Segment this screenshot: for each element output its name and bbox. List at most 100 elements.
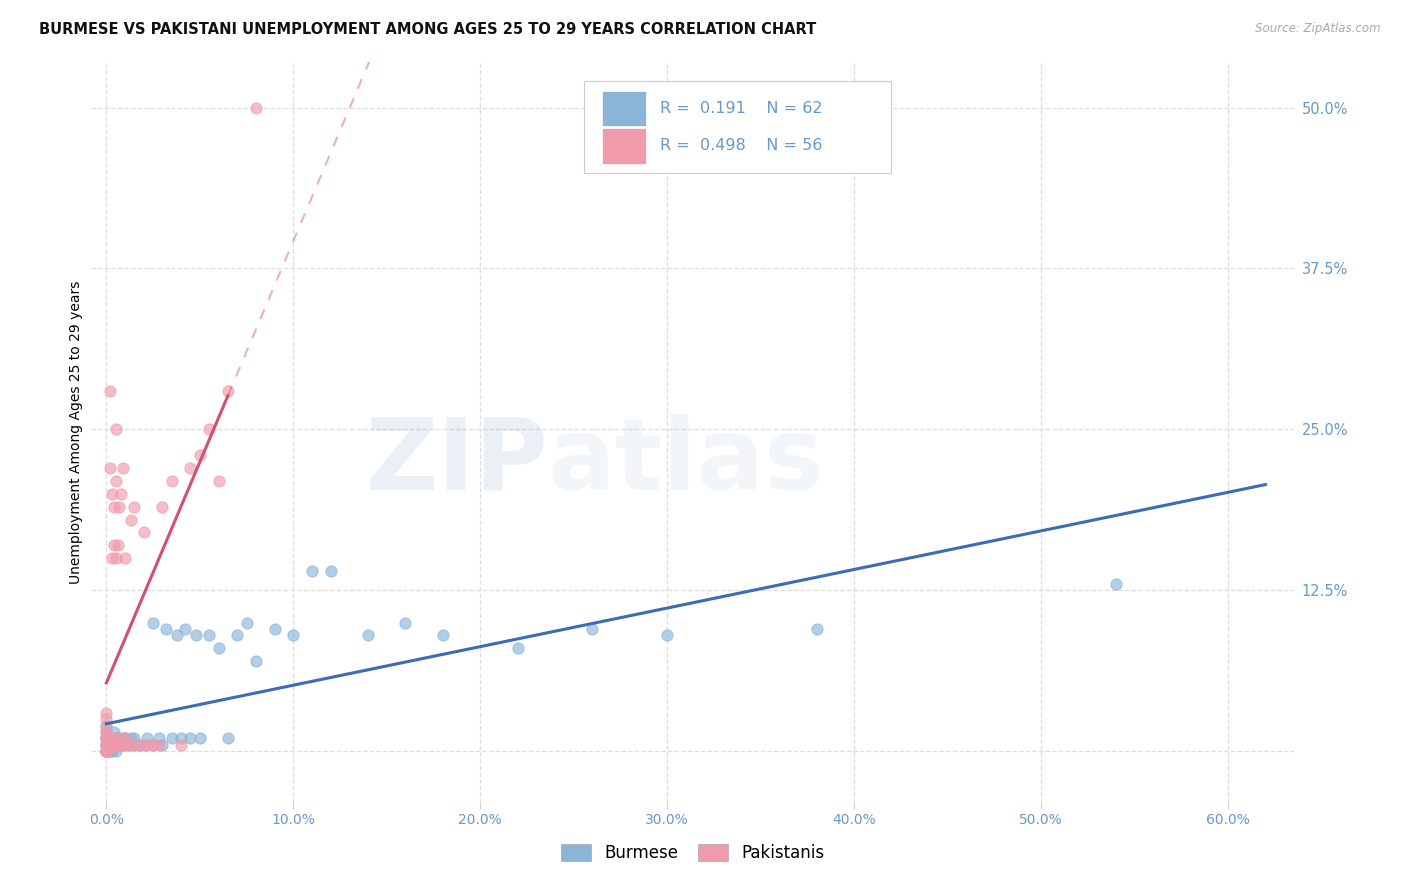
Point: [104, 744, 127, 758]
Point: [108, 738, 131, 752]
Point: [101, 738, 124, 752]
Point: [98, 738, 121, 752]
Point: [98, 731, 121, 746]
Point: [112, 738, 135, 752]
Point: [127, 738, 149, 752]
Point: [96, 731, 118, 746]
Point: [96, 738, 118, 752]
Point: [217, 731, 239, 746]
Point: [103, 500, 125, 514]
Point: [120, 731, 142, 746]
Point: [179, 731, 201, 746]
Point: [152, 738, 174, 752]
Point: [104, 474, 127, 488]
Point: [112, 731, 135, 746]
Point: [129, 738, 152, 752]
Point: [96, 725, 118, 739]
Point: [657, 628, 679, 642]
Point: [136, 738, 159, 752]
Point: [184, 628, 207, 642]
Point: [1105, 577, 1128, 591]
Point: [104, 738, 127, 752]
Point: [97, 744, 120, 758]
Point: [245, 654, 267, 668]
Point: [148, 731, 170, 746]
Point: [132, 525, 155, 540]
Point: [142, 738, 165, 752]
Point: [207, 641, 229, 656]
Point: [104, 731, 127, 746]
Point: [101, 487, 124, 501]
Point: [96, 712, 118, 726]
Point: [263, 622, 285, 636]
Point: [96, 738, 118, 752]
Point: [103, 725, 125, 739]
Point: [108, 738, 131, 752]
Point: [132, 738, 155, 752]
Text: Source: ZipAtlas.com: Source: ZipAtlas.com: [1256, 22, 1381, 36]
Point: [124, 731, 146, 746]
Point: [198, 422, 221, 436]
Point: [114, 731, 136, 746]
Point: [124, 738, 146, 752]
Point: [104, 551, 127, 566]
Point: [506, 641, 529, 656]
Point: [207, 474, 229, 488]
Point: [235, 615, 257, 630]
Point: [142, 615, 165, 630]
FancyBboxPatch shape: [585, 81, 891, 174]
FancyBboxPatch shape: [602, 128, 645, 164]
Point: [107, 731, 129, 746]
Point: [188, 448, 211, 462]
Point: [96, 744, 118, 758]
Point: [160, 474, 183, 488]
Point: [170, 731, 193, 746]
Point: [142, 738, 165, 752]
Point: [98, 744, 121, 758]
Point: [107, 738, 129, 752]
Text: R =  0.191    N = 62: R = 0.191 N = 62: [659, 101, 823, 116]
Point: [96, 744, 118, 758]
Point: [114, 551, 136, 566]
Point: [283, 628, 305, 642]
Point: [96, 744, 118, 758]
Point: [96, 738, 118, 752]
Point: [124, 500, 146, 514]
Point: [173, 622, 195, 636]
Legend: Burmese, Pakistanis: Burmese, Pakistanis: [554, 837, 831, 869]
Point: [103, 738, 125, 752]
Point: [96, 706, 118, 720]
Point: [98, 738, 121, 752]
Text: R =  0.498    N = 56: R = 0.498 N = 56: [659, 138, 823, 153]
Point: [118, 738, 141, 752]
Point: [103, 538, 125, 552]
Text: ZIP: ZIP: [366, 414, 548, 511]
Point: [120, 512, 142, 526]
Point: [96, 731, 118, 746]
Point: [170, 738, 193, 752]
Point: [98, 384, 121, 398]
Point: [166, 628, 188, 642]
Point: [155, 622, 177, 636]
Point: [124, 738, 146, 752]
Point: [96, 725, 118, 739]
Point: [188, 731, 211, 746]
Y-axis label: Unemployment Among Ages 25 to 29 years: Unemployment Among Ages 25 to 29 years: [69, 281, 83, 584]
Point: [107, 731, 129, 746]
Point: [112, 461, 135, 475]
Point: [103, 738, 125, 752]
Point: [806, 622, 828, 636]
Point: [160, 731, 183, 746]
Point: [226, 628, 249, 642]
Point: [357, 628, 380, 642]
Point: [245, 101, 267, 115]
Point: [148, 738, 170, 752]
FancyBboxPatch shape: [602, 91, 645, 127]
Point: [107, 538, 129, 552]
Point: [301, 564, 323, 578]
Point: [110, 487, 132, 501]
Text: BURMESE VS PAKISTANI UNEMPLOYMENT AMONG AGES 25 TO 29 YEARS CORRELATION CHART: BURMESE VS PAKISTANI UNEMPLOYMENT AMONG …: [39, 22, 817, 37]
Point: [110, 738, 132, 752]
Point: [101, 731, 124, 746]
Point: [108, 500, 131, 514]
